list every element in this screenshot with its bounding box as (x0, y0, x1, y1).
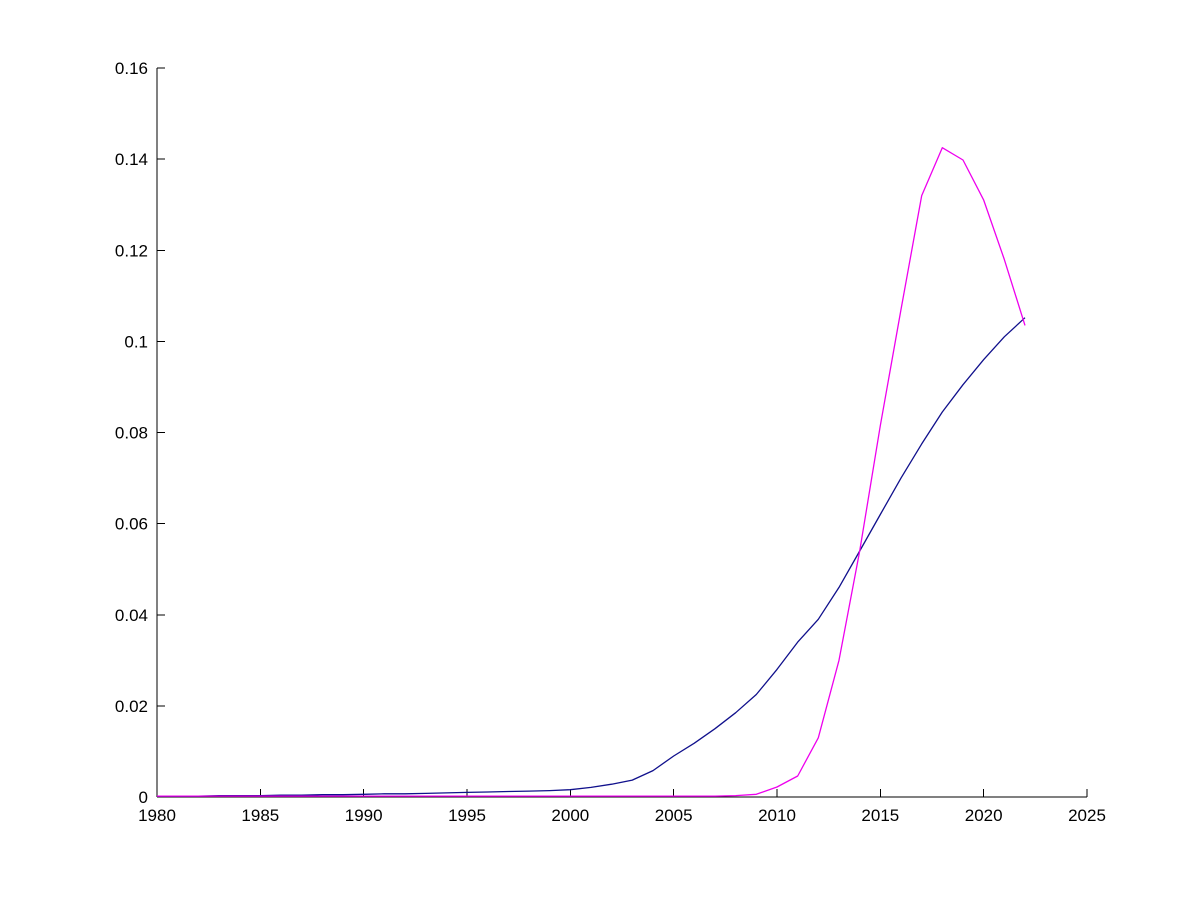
y-tick-label: 0 (139, 788, 148, 807)
x-tick-label: 2020 (965, 806, 1003, 825)
y-tick-label: 0.08 (115, 424, 148, 443)
series-blue-smooth-s-curve (157, 317, 1026, 797)
x-tick-label: 2000 (551, 806, 589, 825)
x-tick-label: 1980 (138, 806, 176, 825)
x-tick-label: 2010 (758, 806, 796, 825)
y-tick-label: 0.1 (124, 332, 148, 351)
x-tick-label: 2025 (1068, 806, 1106, 825)
x-tick-label: 1990 (345, 806, 383, 825)
y-tick-label: 0.04 (115, 606, 148, 625)
x-tick-label: 1995 (448, 806, 486, 825)
y-tick-label: 0.12 (115, 241, 148, 260)
y-tick-label: 0.14 (115, 150, 148, 169)
x-tick-label: 2005 (655, 806, 693, 825)
y-tick-label: 0.16 (115, 59, 148, 78)
x-tick-label: 2015 (861, 806, 899, 825)
x-tick-label: 1985 (241, 806, 279, 825)
y-tick-label: 0.06 (115, 515, 148, 534)
series-magenta-peaked-curve (157, 147, 1026, 797)
y-tick-label: 0.02 (115, 697, 148, 716)
